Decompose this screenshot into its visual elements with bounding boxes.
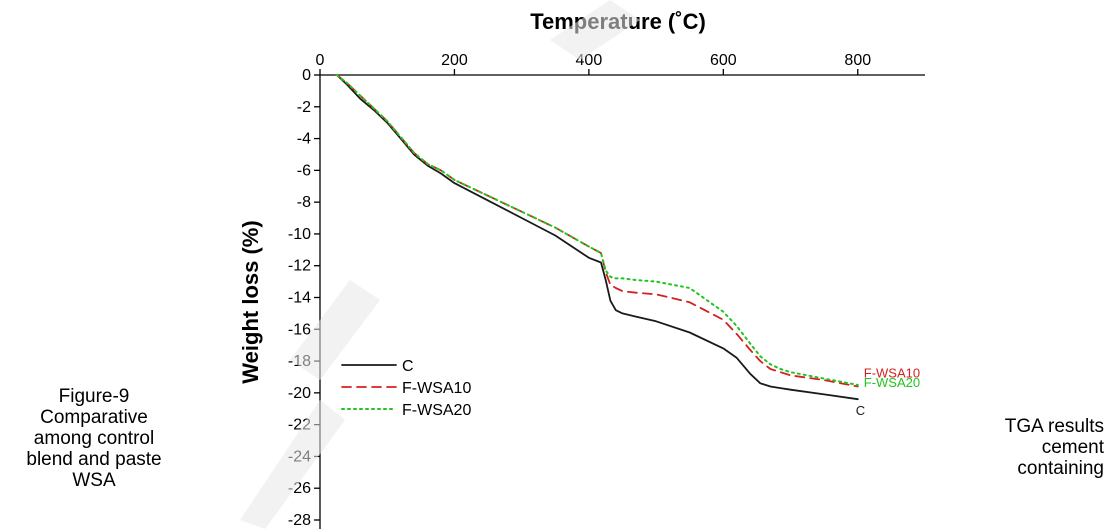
series-end-label: C (856, 403, 865, 418)
x-axis: 0 200 400 600 800 (316, 52, 925, 76)
series-line-c (335, 74, 859, 401)
y-tick-label: -26 (288, 480, 311, 497)
x-tick-label: 0 (316, 52, 325, 69)
y-axis-title: Weight loss (%) (238, 220, 263, 383)
caption-left-line: blend and paste (26, 449, 162, 470)
x-axis-title: Temperature (˚C) (530, 9, 706, 34)
y-tick-label: -8 (297, 194, 311, 211)
legend-label: F-WSA10 (402, 380, 471, 397)
x-tick-label: 800 (844, 52, 871, 69)
y-tick-label: -2 (297, 99, 311, 116)
y-tick-label: -22 (288, 417, 311, 434)
series-end-label: F-WSA20 (864, 375, 920, 390)
y-tick-label: -24 (288, 448, 311, 465)
x-tick-label: 200 (441, 52, 468, 69)
y-tick-label: -10 (288, 226, 311, 243)
caption-left-line: Comparative (40, 407, 148, 428)
y-tick-label: -20 (288, 385, 311, 402)
x-tick-label: 600 (710, 52, 737, 69)
caption-left-line: among control (33, 428, 155, 449)
y-tick-label: -18 (288, 353, 311, 370)
y-tick-label: -12 (288, 258, 311, 275)
y-tick-label: -14 (288, 290, 311, 307)
series-line-f-wsa20 (335, 74, 859, 386)
plot-area: 0-2-4-6-8-10-12-14-16-18-20-22-24-26-28 … (288, 52, 925, 529)
series-layer (335, 74, 859, 401)
y-tick-label: 0 (302, 67, 311, 84)
y-tick-label: -4 (297, 131, 311, 148)
caption-left-line: WSA (72, 470, 116, 491)
caption-left-line: Figure-9 (58, 386, 130, 407)
y-axis: 0 -2 -4 -6 -8 -10 -12 -14 -16 -18 -20 -22 -24 -26 -28 (288, 67, 321, 529)
caption-right: TGA results cement containing (930, 416, 1104, 479)
x-tick-label: 400 (576, 52, 603, 69)
legend-label: F-WSA20 (402, 402, 471, 419)
legend: C F-WSA10 F-WSA20 (341, 358, 471, 419)
series-line-f-wsa10 (335, 74, 859, 388)
caption-right-line: containing (1017, 458, 1104, 479)
caption-left: Figure-9 Comparative among control blend… (0, 386, 188, 491)
caption-right-line: TGA results (1004, 416, 1104, 437)
y-tick-label: -6 (297, 162, 311, 179)
caption-right-line: cement (1041, 437, 1104, 458)
y-tick-label: -28 (288, 512, 311, 529)
series-end-label: F-WSA10 (864, 366, 920, 381)
legend-label: C (402, 358, 414, 375)
y-tick-label: -16 (288, 321, 311, 338)
